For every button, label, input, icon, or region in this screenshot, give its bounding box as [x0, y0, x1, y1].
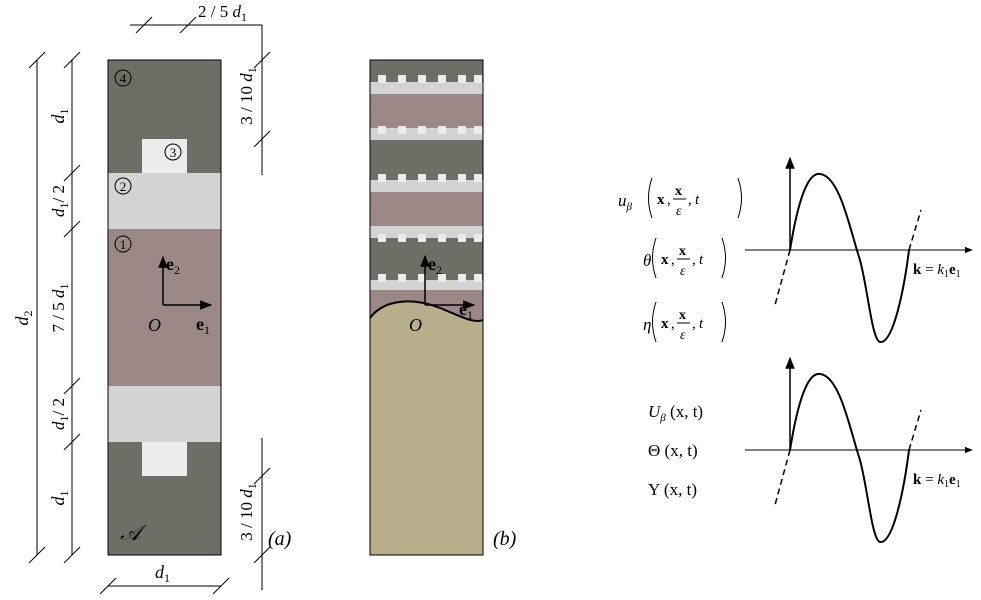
cell-outline — [107, 59, 222, 556]
field-Theta: Θ (x, t) — [648, 441, 698, 460]
svg-text:η: η — [643, 315, 651, 334]
field-u-beta: uβ x , x ε , t — [618, 177, 742, 219]
region-4-marker: 4 — [114, 69, 132, 87]
left-dimensions — [28, 51, 81, 564]
wavy-interface — [369, 300, 484, 322]
dim-d1-top: d1 — [48, 109, 71, 124]
region-1-label: 1 — [120, 237, 127, 252]
field-U-beta: Uβ (x, t) — [648, 402, 703, 424]
lower-sine-curve — [789, 372, 910, 543]
dim-seven-fifths: 7 / 5 d1 — [49, 284, 71, 333]
substrate — [370, 301, 483, 555]
layer-mauve-1 — [370, 94, 483, 128]
svg-text:t: t — [699, 252, 704, 268]
field-eta: η x , x ε , t — [643, 301, 726, 343]
dim-d1-bottom: d1 — [48, 491, 71, 506]
k-label-upper: k = k1e1 — [913, 262, 961, 280]
dim-two-fifths: 2 / 5 d1 — [198, 2, 247, 24]
svg-text:x: x — [657, 192, 665, 208]
layer-light-2 — [370, 128, 483, 140]
origin-label: O — [148, 315, 161, 335]
region-3-marker: 3 — [164, 143, 182, 161]
origin-label-b: O — [409, 315, 422, 335]
cell-light-upper — [108, 173, 221, 229]
panel-b-label: (b) — [493, 528, 517, 550]
region-1-marker: 1 — [114, 235, 132, 253]
inclusion-bottom — [142, 442, 187, 476]
panel-a: 4 3 2 1 e2 e1 O 𝒜 (a) — [12, 2, 292, 595]
svg-text:,: , — [671, 252, 675, 268]
e2-label-b: e2 — [428, 254, 442, 277]
layer-light-4 — [370, 226, 483, 238]
svg-text:t: t — [695, 192, 700, 208]
svg-text:θ: θ — [643, 251, 651, 270]
region-3-label: 3 — [170, 145, 177, 160]
svg-text:,: , — [692, 316, 696, 332]
layer-light-1 — [370, 82, 483, 94]
top-dimension — [130, 16, 262, 34]
panel-a-label: (a) — [268, 528, 292, 550]
svg-text:x: x — [679, 244, 686, 259]
right-dimensions — [253, 25, 271, 590]
k-label-lower: k = k1e1 — [913, 472, 961, 490]
dim-half-upper: d1/ 2 — [49, 185, 71, 217]
layer-light-5 — [370, 280, 483, 290]
svg-text:,: , — [688, 192, 692, 208]
field-Upsilon: Υ (x, t) — [648, 480, 697, 499]
panel-b: e2 e1 O (b) — [369, 59, 517, 556]
dim-three-tenths-top: 3 / 10 d1 — [237, 67, 259, 124]
e1-label-b: e1 — [459, 299, 473, 322]
svg-text:x: x — [661, 252, 669, 268]
svg-text:x: x — [661, 316, 669, 332]
dim-half-lower: d1/ 2 — [49, 398, 71, 430]
field-theta: θ x , x ε , t — [643, 237, 726, 279]
svg-text:,: , — [667, 192, 671, 208]
svg-text:ε: ε — [680, 264, 686, 279]
cell-light-lower — [108, 386, 221, 442]
svg-text:x: x — [679, 308, 686, 323]
svg-text:ε: ε — [680, 328, 686, 343]
inclusion-row — [378, 75, 482, 282]
halfspace-outline — [369, 59, 484, 556]
svg-text:uβ: uβ — [618, 191, 633, 213]
dim-d1-width: d1 — [155, 562, 170, 585]
dim-d2: d2 — [12, 311, 35, 326]
e1-label: e1 — [196, 314, 210, 337]
svg-text:ε: ε — [676, 204, 682, 219]
region-2-label: 2 — [120, 179, 127, 194]
halfspace-dark-low — [370, 238, 483, 280]
axes-a: e2 e1 O — [148, 254, 213, 337]
layer-light-3 — [370, 180, 483, 192]
e2-label: e2 — [166, 254, 180, 277]
upper-wave-group: k = k1e1 uβ x , x ε , t θ x , x ε , t — [618, 156, 973, 343]
region-2-marker: 2 — [114, 177, 132, 195]
svg-text:x: x — [675, 184, 682, 199]
cell-mauve-center — [108, 229, 221, 386]
dim-three-tenths-bottom: 3 / 10 d1 — [237, 483, 259, 540]
region-4-label: 4 — [120, 71, 127, 86]
svg-text:t: t — [699, 316, 704, 332]
svg-text:,: , — [692, 252, 696, 268]
upper-sine-curve — [789, 172, 910, 343]
layer-mauve-2 — [370, 192, 483, 226]
lower-wave-group: k = k1e1 Uβ (x, t) Θ (x, t) Υ (x, t) — [648, 356, 973, 543]
svg-text:,: , — [671, 316, 675, 332]
axes-b: e2 e1 O — [409, 254, 476, 335]
bottom-dimension — [99, 577, 230, 595]
